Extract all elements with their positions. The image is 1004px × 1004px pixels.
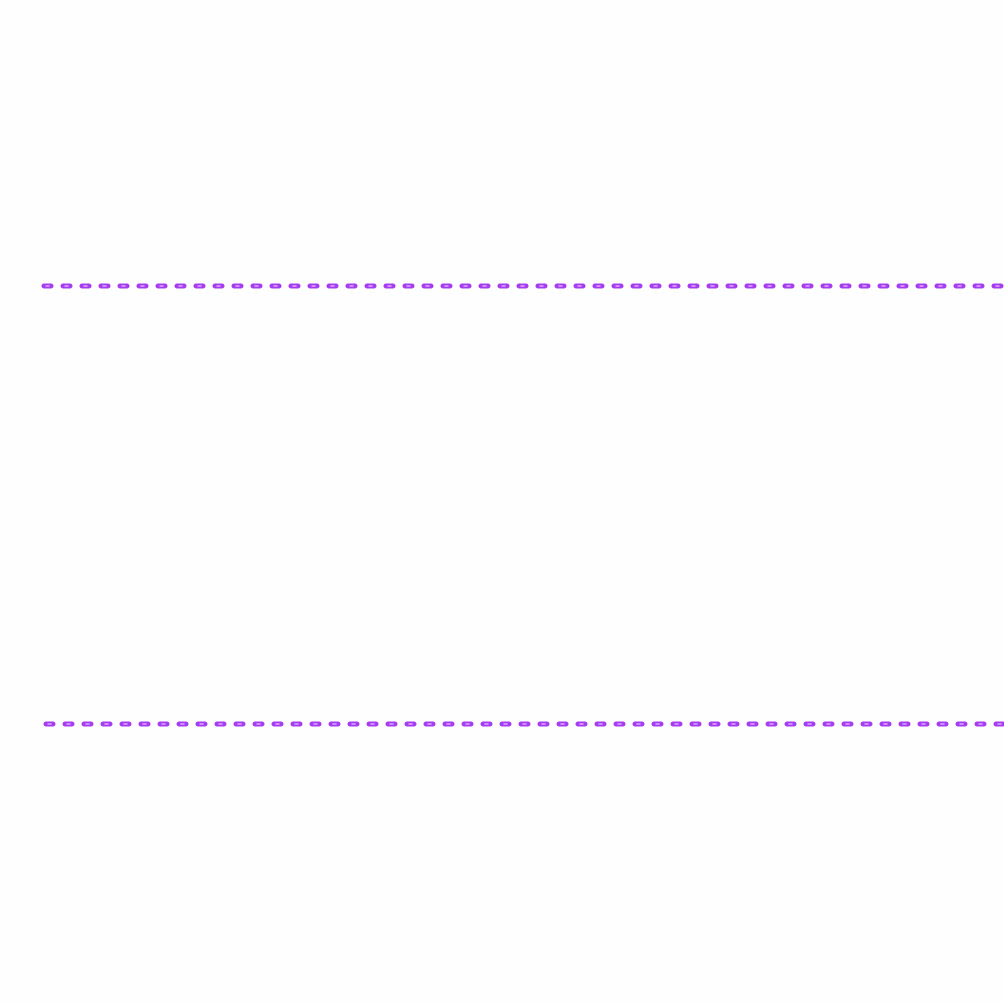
canvas (41, 283, 1004, 727)
page (41, 283, 1004, 727)
